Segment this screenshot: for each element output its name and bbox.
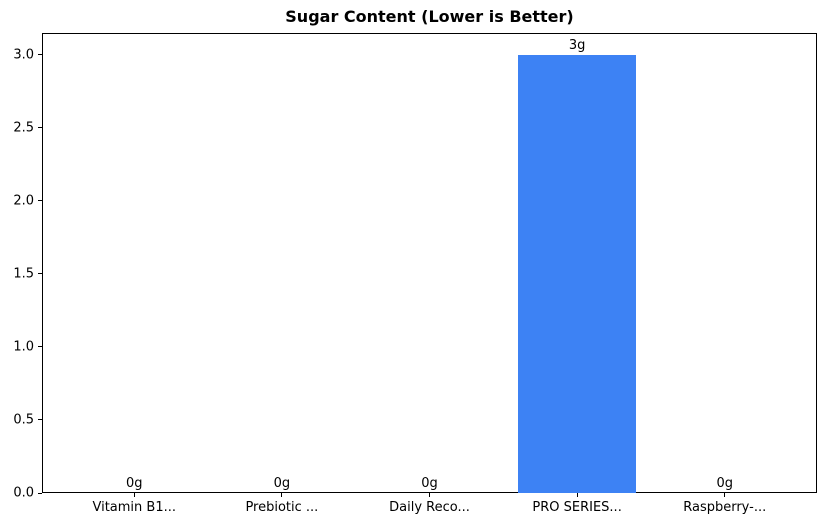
plot-area [42,33,817,493]
ytick-label: 2.5 [13,120,34,136]
bar-value-label: 0g [421,476,438,491]
bar-value-label: 0g [273,476,291,491]
xtick-label: Daily Reco... [389,500,470,515]
chart-title: Sugar Content (Lower is Better) [285,7,574,26]
xtick-label: Prebiotic ... [245,500,319,515]
ytick-mark [38,200,42,202]
ytick-mark [38,346,42,348]
xtick-label: Vitamin B1... [92,500,177,515]
ytick-label: 3.0 [13,47,34,63]
ytick-label: 0.5 [13,412,34,428]
bar-value-label: 0g [125,476,143,491]
xtick-mark [724,493,726,497]
ytick-mark [38,54,42,56]
xtick-mark [281,493,283,497]
ytick-label: 1.5 [13,266,34,282]
bar-value-label: 0g [716,476,733,491]
ytick-mark [38,492,42,494]
ytick-mark [38,127,42,129]
ytick-label: 0.0 [13,485,34,501]
ytick-mark [38,273,42,275]
bar-value-label: 3g [568,37,586,53]
ytick-mark [38,419,42,421]
xtick-mark [429,493,430,497]
ytick-label: 1.0 [13,339,34,355]
xtick-label: PRO SERIES... [532,500,622,515]
xtick-mark [576,493,578,497]
ytick-label: 2.0 [13,193,34,209]
xtick-label: Raspberry-... [683,500,767,515]
xtick-mark [133,493,135,497]
bar [518,54,637,493]
